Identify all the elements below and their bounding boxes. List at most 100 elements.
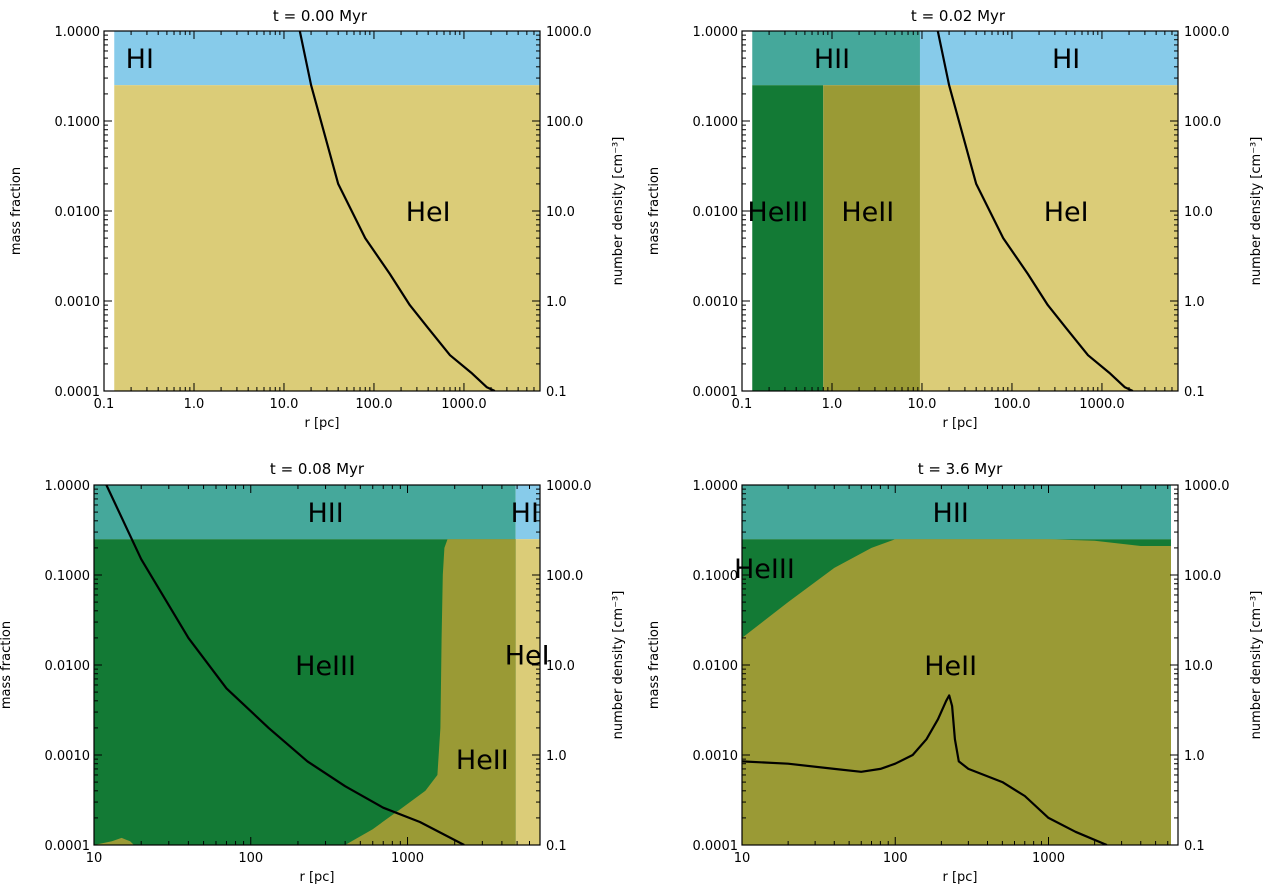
panel-title: t = 0.02 Myr xyxy=(911,7,1006,25)
y-tick-label: 0.0001 xyxy=(693,839,739,854)
y-tick-label: 1.0000 xyxy=(693,479,739,494)
y-tick-label: 0.0100 xyxy=(45,659,91,674)
y2-axis-label: number density [cm⁻³] xyxy=(1249,591,1264,740)
region-label: HI xyxy=(126,44,154,75)
y-tick-label: 0.0010 xyxy=(693,295,739,310)
region-label: HeII xyxy=(924,651,977,682)
density-profile-line xyxy=(105,485,465,845)
x-tick-label: 10.0 xyxy=(269,397,298,412)
y-tick-label: 0.0100 xyxy=(693,659,739,674)
y-tick-label: 0.0100 xyxy=(55,205,101,220)
region-heii xyxy=(823,85,920,391)
y-axis-label: mass fraction xyxy=(9,167,24,255)
region-hii xyxy=(742,485,1171,540)
region-hei xyxy=(515,539,540,845)
y-axis-label: mass fraction xyxy=(0,621,14,709)
y-tick-label: 0.0001 xyxy=(55,385,101,400)
y-tick-label: 1.0000 xyxy=(693,25,739,40)
y-axis-label: mass fraction xyxy=(647,621,662,709)
y-tick-label: 1.0000 xyxy=(55,25,101,40)
panel-2: HII HI HeIII HeII HeI 0.1 1.0 10.0 100.0 1000.0 0.… xyxy=(647,7,1264,431)
x-tick-label: 100 xyxy=(238,851,263,866)
region-hi xyxy=(114,31,540,86)
panel-title: t = 3.6 Myr xyxy=(918,460,1003,478)
y2-tick-label: 0.1 xyxy=(1184,385,1205,400)
region-heii xyxy=(94,539,516,845)
y2-tick-label: 1.0 xyxy=(1184,749,1205,764)
x-tick-label: 1000 xyxy=(391,851,424,866)
y-tick-label: 0.1000 xyxy=(55,115,101,130)
region-heii xyxy=(742,539,1171,845)
y2-tick-label: 1000.0 xyxy=(1184,479,1230,494)
y-tick-label: 0.0001 xyxy=(45,839,91,854)
region-label: HeI xyxy=(1044,197,1089,228)
panel-1: HI HeI 0.1 1.0 10.0 100.0 1000.0 0.0001 0.0010 0.… xyxy=(9,7,626,431)
density-profile-line xyxy=(298,31,496,391)
region-label: HII xyxy=(933,498,969,529)
x-tick-label: 10 xyxy=(86,851,103,866)
x-tick-label: 1.0 xyxy=(184,397,205,412)
x-tick-label: 10.0 xyxy=(907,397,936,412)
y2-tick-label: 0.1 xyxy=(1184,839,1205,854)
plot-area xyxy=(742,485,1171,845)
region-hii xyxy=(94,485,516,540)
y-tick-label: 1.0000 xyxy=(45,479,91,494)
y-tick-label: 0.0001 xyxy=(693,385,739,400)
region-label: HeIII xyxy=(734,554,795,585)
x-tick-label: 10 xyxy=(734,851,751,866)
y2-tick-label: 100.0 xyxy=(1184,569,1221,584)
y-axis-label: mass fraction xyxy=(647,167,662,255)
region-label: HeIII xyxy=(747,197,808,228)
panel-title: t = 0.00 Myr xyxy=(273,7,368,25)
y2-tick-label: 100.0 xyxy=(546,569,583,584)
y2-tick-label: 10.0 xyxy=(546,659,575,674)
y2-tick-label: 1000.0 xyxy=(1184,25,1230,40)
y2-tick-label: 1000.0 xyxy=(546,25,592,40)
y2-tick-label: 10.0 xyxy=(1184,659,1213,674)
y2-tick-label: 1.0 xyxy=(546,295,567,310)
region-label: HI xyxy=(511,498,539,529)
x-axis-label: r [pc] xyxy=(299,870,334,885)
y2-tick-label: 10.0 xyxy=(1184,205,1213,220)
density-profile-line xyxy=(742,694,1108,845)
region-hei xyxy=(114,85,540,391)
y-tick-label: 0.0010 xyxy=(55,295,101,310)
plot-area xyxy=(752,31,1178,391)
region-label: HeII xyxy=(456,745,509,776)
y2-tick-label: 0.1 xyxy=(546,839,567,854)
region-hei xyxy=(919,85,1178,391)
plot-area xyxy=(114,31,540,391)
region-heiii xyxy=(752,85,824,391)
x-tick-label: 1000.0 xyxy=(441,397,487,412)
region-label: HeI xyxy=(505,641,550,672)
y2-tick-label: 1000.0 xyxy=(546,479,592,494)
region-hi xyxy=(919,31,1178,86)
y2-tick-label: 1.0 xyxy=(546,749,567,764)
panel-3: HII HI HeIII HeII HeI 10 100 1000 0.0001 0.0010 0.… xyxy=(0,460,626,885)
y2-tick-label: 100.0 xyxy=(1184,115,1221,130)
y-tick-label: 0.0010 xyxy=(45,749,91,764)
region-label: HeI xyxy=(406,197,451,228)
region-label: HeIII xyxy=(295,651,356,682)
plot-area xyxy=(94,485,540,845)
y2-axis-label: number density [cm⁻³] xyxy=(1249,137,1264,286)
x-tick-label: 0.1 xyxy=(732,397,753,412)
region-hii xyxy=(752,31,920,86)
y2-axis-label: number density [cm⁻³] xyxy=(611,137,626,286)
panel-4: HII HeIII HeII 10 100 1000 0.0001 0.0010 0.0100 0… xyxy=(647,460,1264,885)
density-profile-line xyxy=(936,31,1134,391)
region-label: HII xyxy=(814,44,850,75)
y2-tick-label: 1.0 xyxy=(1184,295,1205,310)
region-label: HeII xyxy=(841,197,894,228)
y2-axis-label: number density [cm⁻³] xyxy=(611,591,626,740)
x-axis-label: r [pc] xyxy=(942,870,977,885)
region-hi xyxy=(515,485,540,540)
x-tick-label: 100 xyxy=(883,851,908,866)
region-label: HII xyxy=(307,498,343,529)
x-tick-label: 1000.0 xyxy=(1079,397,1125,412)
y2-tick-label: 10.0 xyxy=(546,205,575,220)
y-tick-label: 0.1000 xyxy=(693,115,739,130)
y-tick-label: 0.0100 xyxy=(693,205,739,220)
y2-tick-label: 100.0 xyxy=(546,115,583,130)
